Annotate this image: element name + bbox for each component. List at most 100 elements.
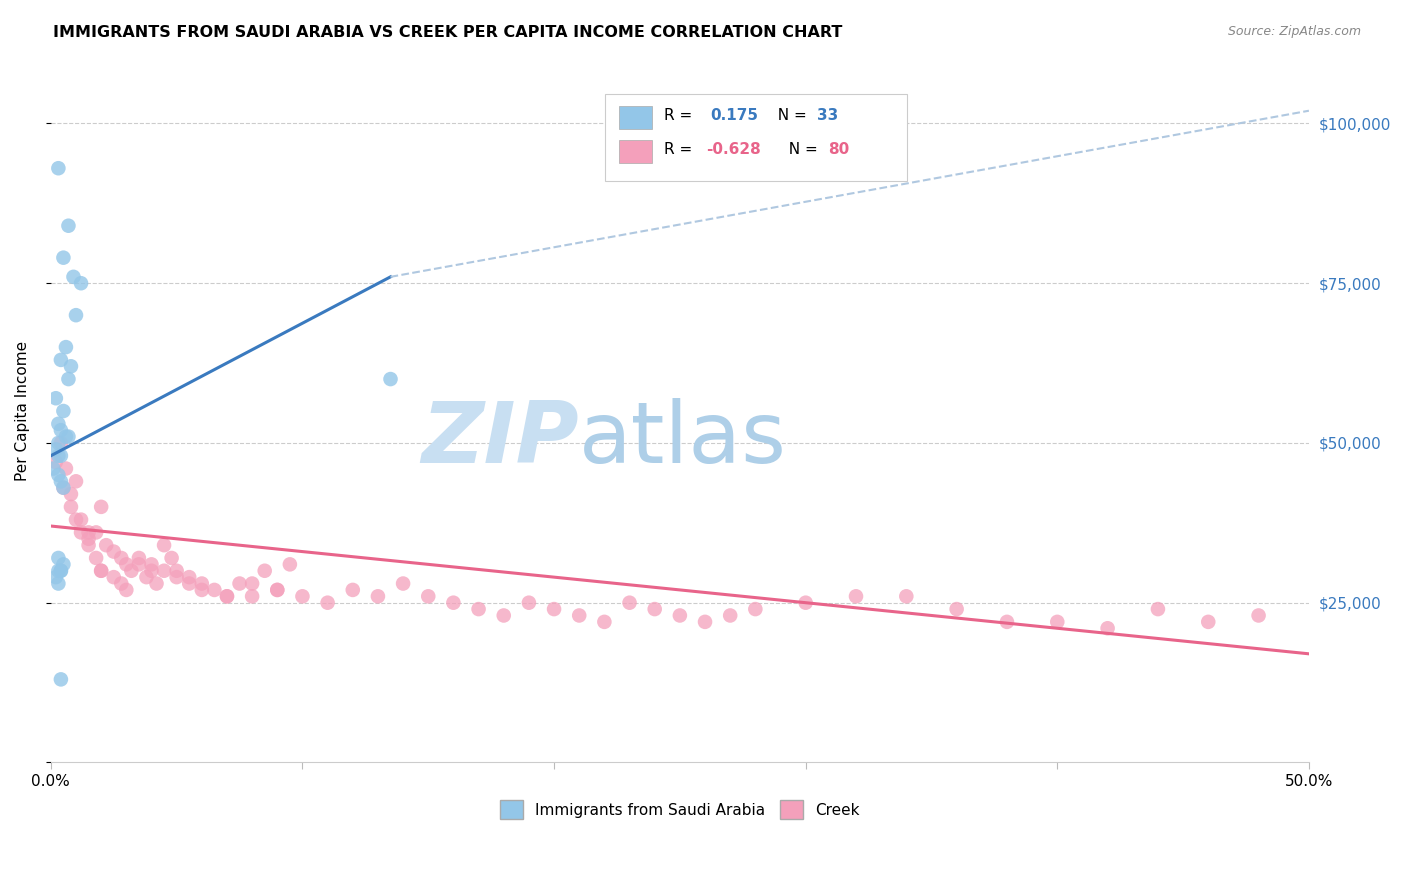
Point	[492, 608, 515, 623]
Point	[166, 570, 188, 584]
Point	[179, 576, 201, 591]
Point	[145, 576, 167, 591]
Point	[103, 544, 125, 558]
Point	[718, 608, 741, 623]
Point	[77, 532, 100, 546]
Point	[45, 391, 67, 405]
Point	[59, 359, 82, 374]
Text: 33: 33	[817, 109, 838, 123]
Point	[52, 558, 75, 572]
Point	[55, 429, 77, 443]
Point	[228, 576, 250, 591]
Point	[166, 564, 188, 578]
Point	[49, 564, 72, 578]
Point	[266, 582, 288, 597]
Point	[367, 590, 389, 604]
Point	[115, 558, 138, 572]
Point	[278, 558, 301, 572]
Text: R =: R =	[664, 109, 702, 123]
Point	[179, 570, 201, 584]
Point	[240, 590, 263, 604]
Point	[191, 576, 214, 591]
Point	[70, 277, 93, 291]
Point	[48, 564, 70, 578]
Point	[48, 161, 70, 176]
Text: Source: ZipAtlas.com: Source: ZipAtlas.com	[1227, 25, 1361, 38]
Point	[52, 481, 75, 495]
Point	[120, 564, 142, 578]
Point	[392, 576, 415, 591]
Point	[84, 551, 107, 566]
Point	[58, 219, 80, 233]
Point	[316, 596, 339, 610]
Point	[1197, 615, 1219, 629]
Text: N =: N =	[768, 109, 811, 123]
Point	[65, 513, 87, 527]
Point	[45, 455, 67, 469]
Point	[266, 582, 288, 597]
Point	[103, 570, 125, 584]
Point	[1247, 608, 1270, 623]
Text: R =: R =	[664, 143, 697, 157]
Point	[141, 564, 163, 578]
Text: N =: N =	[779, 143, 823, 157]
Point	[995, 615, 1018, 629]
Point	[55, 340, 77, 354]
Point	[153, 564, 176, 578]
Point	[215, 590, 238, 604]
Point	[42, 461, 65, 475]
Point	[191, 582, 214, 597]
Point	[48, 576, 70, 591]
Point	[794, 596, 817, 610]
Point	[55, 461, 77, 475]
Point	[70, 525, 93, 540]
Point	[253, 564, 276, 578]
Point	[58, 372, 80, 386]
Point	[115, 582, 138, 597]
Point	[52, 251, 75, 265]
Point	[65, 308, 87, 322]
Point	[945, 602, 967, 616]
Point	[49, 449, 72, 463]
Point	[1097, 621, 1119, 635]
Point	[291, 590, 314, 604]
Point	[110, 576, 132, 591]
Point	[669, 608, 692, 623]
Point	[160, 551, 183, 566]
Point	[380, 372, 402, 386]
Point	[49, 475, 72, 489]
Text: -0.628: -0.628	[706, 143, 761, 157]
Point	[49, 352, 72, 367]
Point	[48, 551, 70, 566]
Point	[48, 417, 70, 431]
Point	[644, 602, 666, 616]
Point	[90, 564, 112, 578]
Point	[135, 570, 157, 584]
Point	[49, 564, 72, 578]
Point	[240, 576, 263, 591]
Point	[342, 582, 364, 597]
Legend: Immigrants from Saudi Arabia, Creek: Immigrants from Saudi Arabia, Creek	[494, 794, 866, 825]
Point	[896, 590, 918, 604]
Point	[693, 615, 716, 629]
Text: ZIP: ZIP	[422, 398, 579, 481]
Point	[845, 590, 868, 604]
Point	[153, 538, 176, 552]
Point	[58, 429, 80, 443]
Point	[1147, 602, 1170, 616]
Point	[90, 500, 112, 514]
Text: 0.175: 0.175	[710, 109, 758, 123]
Point	[110, 551, 132, 566]
Point	[48, 449, 70, 463]
Point	[49, 673, 72, 687]
Point	[543, 602, 565, 616]
Point	[48, 436, 70, 450]
Point	[744, 602, 766, 616]
Point	[215, 590, 238, 604]
Point	[96, 538, 118, 552]
Text: 80: 80	[828, 143, 849, 157]
Point	[45, 570, 67, 584]
Point	[62, 269, 84, 284]
Point	[517, 596, 540, 610]
Point	[128, 558, 150, 572]
